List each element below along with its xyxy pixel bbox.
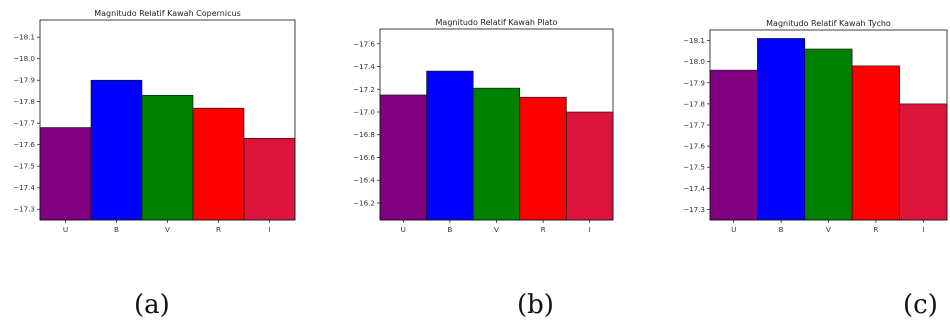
- panel-c-xtick-label-R: R: [873, 225, 878, 234]
- panel-b-ytick-label: −16.6: [353, 153, 375, 162]
- panel-b-xtick-label-I: I: [589, 225, 591, 234]
- panel-a-xtick-label-U: U: [63, 225, 68, 234]
- panel-a-ytick-label: −17.9: [13, 76, 35, 85]
- panel-a-bar-B: [90, 79, 143, 221]
- panel-b-ytick-label: −17.0: [353, 107, 375, 116]
- panel-a-ytick-label: −18.0: [13, 54, 35, 63]
- panel-a-ytick-label: −18.1: [13, 33, 35, 42]
- caption-c: (c): [903, 290, 938, 320]
- panel-a-ytick-label: −17.8: [13, 97, 35, 106]
- panel-c-bar-R: [851, 65, 900, 221]
- panel-c-xtick-label-V: V: [826, 225, 831, 234]
- panel-b-bar-R: [519, 96, 567, 221]
- panel-b-ytick-label: −16.4: [353, 176, 375, 185]
- panel-a-xtick-label-R: R: [216, 225, 221, 234]
- panel-a-bar-U: [39, 127, 92, 221]
- panel-a-ytick-label: −17.7: [13, 119, 35, 128]
- panel-c-ytick-label: −18.0: [683, 57, 705, 66]
- panel-a-xtick-label-V: V: [165, 225, 170, 234]
- panel-a-ytick-label: −17.6: [13, 140, 35, 149]
- panel-b-xtick-label-V: V: [494, 225, 499, 234]
- panel-c-xtick-label-B: B: [779, 225, 784, 234]
- panel-a-ytick-label: −17.4: [13, 183, 35, 192]
- panel-b-xtick-label-U: U: [401, 225, 406, 234]
- panel-c-xtick-label-U: U: [731, 225, 736, 234]
- panel-c-ytick-label: −17.3: [683, 205, 705, 214]
- panel-a-ytick-label: −17.5: [13, 162, 35, 171]
- panel-c-title: Magnitudo Relatif Kawah Tycho: [766, 19, 891, 28]
- panel-b-ytick-label: −17.2: [353, 85, 375, 94]
- panel-b-xtick-label-R: R: [541, 225, 546, 234]
- panel-c-ytick-label: −17.6: [683, 142, 705, 151]
- panel-b-bar-B: [426, 70, 474, 221]
- panel-a-xtick-label-B: B: [114, 225, 119, 234]
- panel-c-bar-B: [757, 38, 806, 221]
- panel-b-ytick-label: −16.2: [353, 198, 375, 207]
- panel-a-bar-V: [141, 94, 194, 221]
- panel-c-bar-V: [804, 48, 853, 221]
- panel-a-title: Magnitudo Relatif Kawah Copernicus: [94, 9, 241, 18]
- panel-b-bar-I: [566, 111, 614, 221]
- caption-a: (a): [134, 290, 170, 320]
- panel-b-ytick-label: −17.4: [353, 62, 375, 71]
- panel-c-xtick-label-I: I: [922, 225, 924, 234]
- panel-c-ytick-label: −17.8: [683, 99, 705, 108]
- panel-c-ytick-label: −17.4: [683, 184, 705, 193]
- panel-a-xtick-label-I: I: [268, 225, 270, 234]
- panel-a-bar-I: [243, 137, 296, 221]
- panel-b-ytick-label: −16.8: [353, 130, 375, 139]
- panel-b-ytick-label: −17.6: [353, 39, 375, 48]
- panel-a-bar-R: [192, 107, 245, 221]
- panel-b-xtick-label-B: B: [447, 225, 452, 234]
- caption-b: (b): [517, 290, 554, 320]
- panel-b-bar-V: [472, 87, 521, 221]
- panel-c-bar-U: [709, 69, 758, 221]
- panel-b-bar-U: [379, 94, 427, 221]
- panel-a-ytick-label: −17.3: [13, 205, 35, 214]
- panel-c-ytick-label: −17.5: [683, 163, 705, 172]
- panel-c-ytick-label: −17.7: [683, 121, 705, 130]
- panel-b-title: Magnitudo Relatif Kawah Plato: [436, 18, 558, 27]
- panel-c-ytick-label: −18.1: [683, 36, 705, 45]
- panel-c-bar-I: [899, 103, 948, 221]
- panel-c-ytick-label: −17.9: [683, 78, 705, 87]
